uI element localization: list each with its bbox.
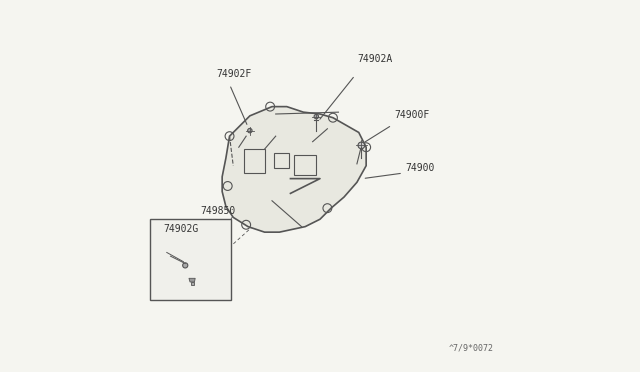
Circle shape	[248, 128, 252, 133]
Text: ^7/9*0072: ^7/9*0072	[449, 343, 493, 352]
Bar	[294, 155, 316, 175]
Text: 74900F: 74900F	[394, 109, 429, 119]
Circle shape	[314, 114, 319, 119]
Circle shape	[358, 142, 365, 149]
Circle shape	[182, 263, 188, 268]
Bar	[150, 219, 232, 301]
Bar	[244, 149, 264, 173]
Text: 74902A: 74902A	[357, 54, 392, 64]
Polygon shape	[222, 107, 366, 232]
Text: 74902F: 74902F	[216, 69, 252, 79]
Text: 74900: 74900	[405, 163, 435, 173]
Text: 749850: 749850	[200, 206, 236, 215]
Bar	[274, 153, 289, 167]
Polygon shape	[189, 278, 195, 282]
Polygon shape	[191, 282, 194, 285]
Text: 74902G: 74902G	[163, 224, 198, 234]
Circle shape	[358, 142, 364, 148]
